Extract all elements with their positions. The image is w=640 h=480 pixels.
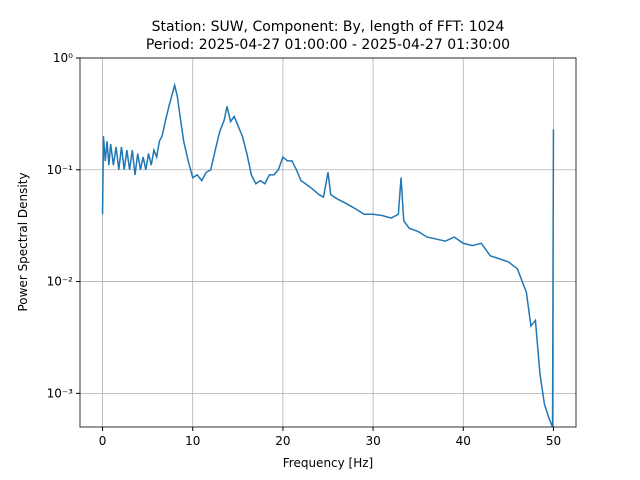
plot-frame <box>79 57 577 428</box>
y-tick-label: 10⁻³ <box>47 386 74 400</box>
y-tick-label: 10⁻¹ <box>47 163 74 177</box>
x-tick-label: 30 <box>365 434 380 448</box>
x-tick-label: 0 <box>99 434 107 448</box>
y-tick-label: 10⁰ <box>53 51 73 65</box>
x-tick-label: 50 <box>546 434 561 448</box>
x-tick-label: 10 <box>185 434 200 448</box>
y-tick-label: 10⁻² <box>47 275 74 289</box>
series-line <box>101 82 555 427</box>
x-tick-label: 40 <box>456 434 471 448</box>
chart-subtitle: Period: 2025-04-27 01:00:00 - 2025-04-27… <box>146 37 510 53</box>
x-axis-label: Frequency [Hz] <box>283 456 374 470</box>
x-tick-label: 20 <box>275 434 290 448</box>
chart-title: Station: SUW, Component: By, length of F… <box>152 19 505 35</box>
y-axis-label: Power Spectral Density <box>16 172 30 311</box>
